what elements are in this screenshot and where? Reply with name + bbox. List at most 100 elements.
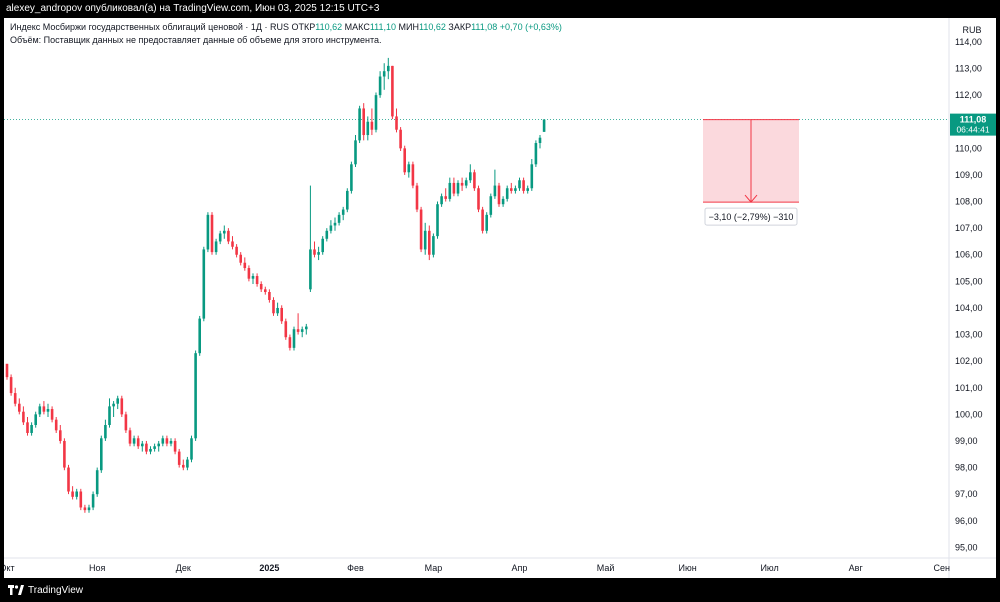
candle[interactable] [132,435,136,447]
candle[interactable] [165,435,169,447]
candle[interactable] [300,326,304,338]
candle[interactable] [493,169,497,199]
price-axis[interactable] [949,18,996,578]
candle[interactable] [440,193,443,207]
candle[interactable] [50,406,54,423]
candle[interactable] [112,401,115,418]
candle[interactable] [514,185,517,194]
candle[interactable] [313,241,316,258]
candle[interactable] [251,273,255,285]
candle[interactable] [358,105,361,144]
candle[interactable] [30,422,33,436]
candle[interactable] [370,108,374,136]
candle[interactable] [280,305,283,324]
candle[interactable] [149,446,152,455]
candle[interactable] [214,238,218,255]
candle[interactable] [42,401,46,415]
candle[interactable] [374,92,378,133]
candle[interactable] [436,201,439,239]
candle[interactable] [186,456,189,471]
candle[interactable] [518,177,521,191]
candle[interactable] [469,164,472,183]
candle[interactable] [202,246,206,322]
candle[interactable] [141,440,144,452]
candle[interactable] [136,435,140,449]
price-range-measure[interactable]: −3,10 (−2,79%) −310 [703,119,799,226]
candle[interactable] [317,246,320,261]
candle[interactable] [75,488,78,500]
candle[interactable] [305,323,308,335]
candle[interactable] [473,169,476,191]
candle[interactable] [387,57,390,80]
candle[interactable] [382,63,386,90]
candle[interactable] [341,206,345,221]
candle[interactable] [145,440,148,455]
candle[interactable] [329,220,333,234]
candle[interactable] [87,504,91,513]
candle[interactable] [9,374,13,396]
candle[interactable] [124,411,128,433]
candle[interactable] [485,212,488,234]
candle[interactable] [452,177,456,197]
candle[interactable] [13,387,17,407]
candle[interactable] [284,318,288,340]
candle[interactable] [489,193,493,218]
candle[interactable] [235,244,238,258]
candle[interactable] [448,177,452,202]
candle[interactable] [108,398,111,428]
candle[interactable] [255,273,259,287]
candle[interactable] [157,440,160,452]
candle[interactable] [444,188,447,202]
candle[interactable] [395,108,398,133]
candle[interactable] [194,350,197,441]
candle[interactable] [534,140,538,167]
candle[interactable] [231,236,234,250]
candle[interactable] [46,403,50,418]
candle[interactable] [526,185,529,194]
candlestick-chart[interactable]: −3,10 (−2,79%) −310 RUB 95,00 96,00 97,00 98… [4,18,996,578]
candle[interactable] [477,185,480,213]
candle[interactable] [268,289,271,303]
candle[interactable] [272,297,275,316]
candle[interactable] [18,398,21,415]
candle[interactable] [259,281,263,292]
candle[interactable] [247,265,251,282]
candle[interactable] [26,417,29,436]
candle[interactable] [95,467,99,497]
candle[interactable] [153,443,156,452]
chart-area[interactable]: −3,10 (−2,79%) −310 RUB 95,00 96,00 97,00 98… [4,18,996,578]
candle[interactable] [403,145,406,175]
candle[interactable] [510,182,513,194]
candle[interactable] [227,228,230,245]
candle[interactable] [321,236,324,255]
candle[interactable] [407,161,411,178]
candle[interactable] [378,71,382,98]
candle[interactable] [218,230,222,245]
candle[interactable] [432,233,435,258]
candle[interactable] [288,334,292,351]
candle[interactable] [522,177,525,194]
candle[interactable] [104,419,107,441]
candle[interactable] [198,315,201,356]
candle[interactable] [481,206,484,234]
candle[interactable] [264,286,267,295]
candle[interactable] [71,486,74,500]
candle[interactable] [22,406,25,425]
candle[interactable] [497,182,501,207]
candle[interactable] [391,65,394,120]
candle[interactable] [79,488,83,511]
candle[interactable] [542,119,546,132]
candle[interactable] [530,158,534,191]
candle[interactable] [346,188,349,213]
candle[interactable] [206,212,210,253]
candle[interactable] [296,313,300,335]
candle[interactable] [173,438,177,455]
candle[interactable] [366,116,370,141]
candle[interactable] [354,135,357,167]
candle[interactable] [54,417,58,433]
candle[interactable] [464,177,468,189]
candle[interactable] [100,435,103,473]
candle[interactable] [276,302,279,316]
candle[interactable] [239,252,242,266]
candle[interactable] [428,225,431,261]
